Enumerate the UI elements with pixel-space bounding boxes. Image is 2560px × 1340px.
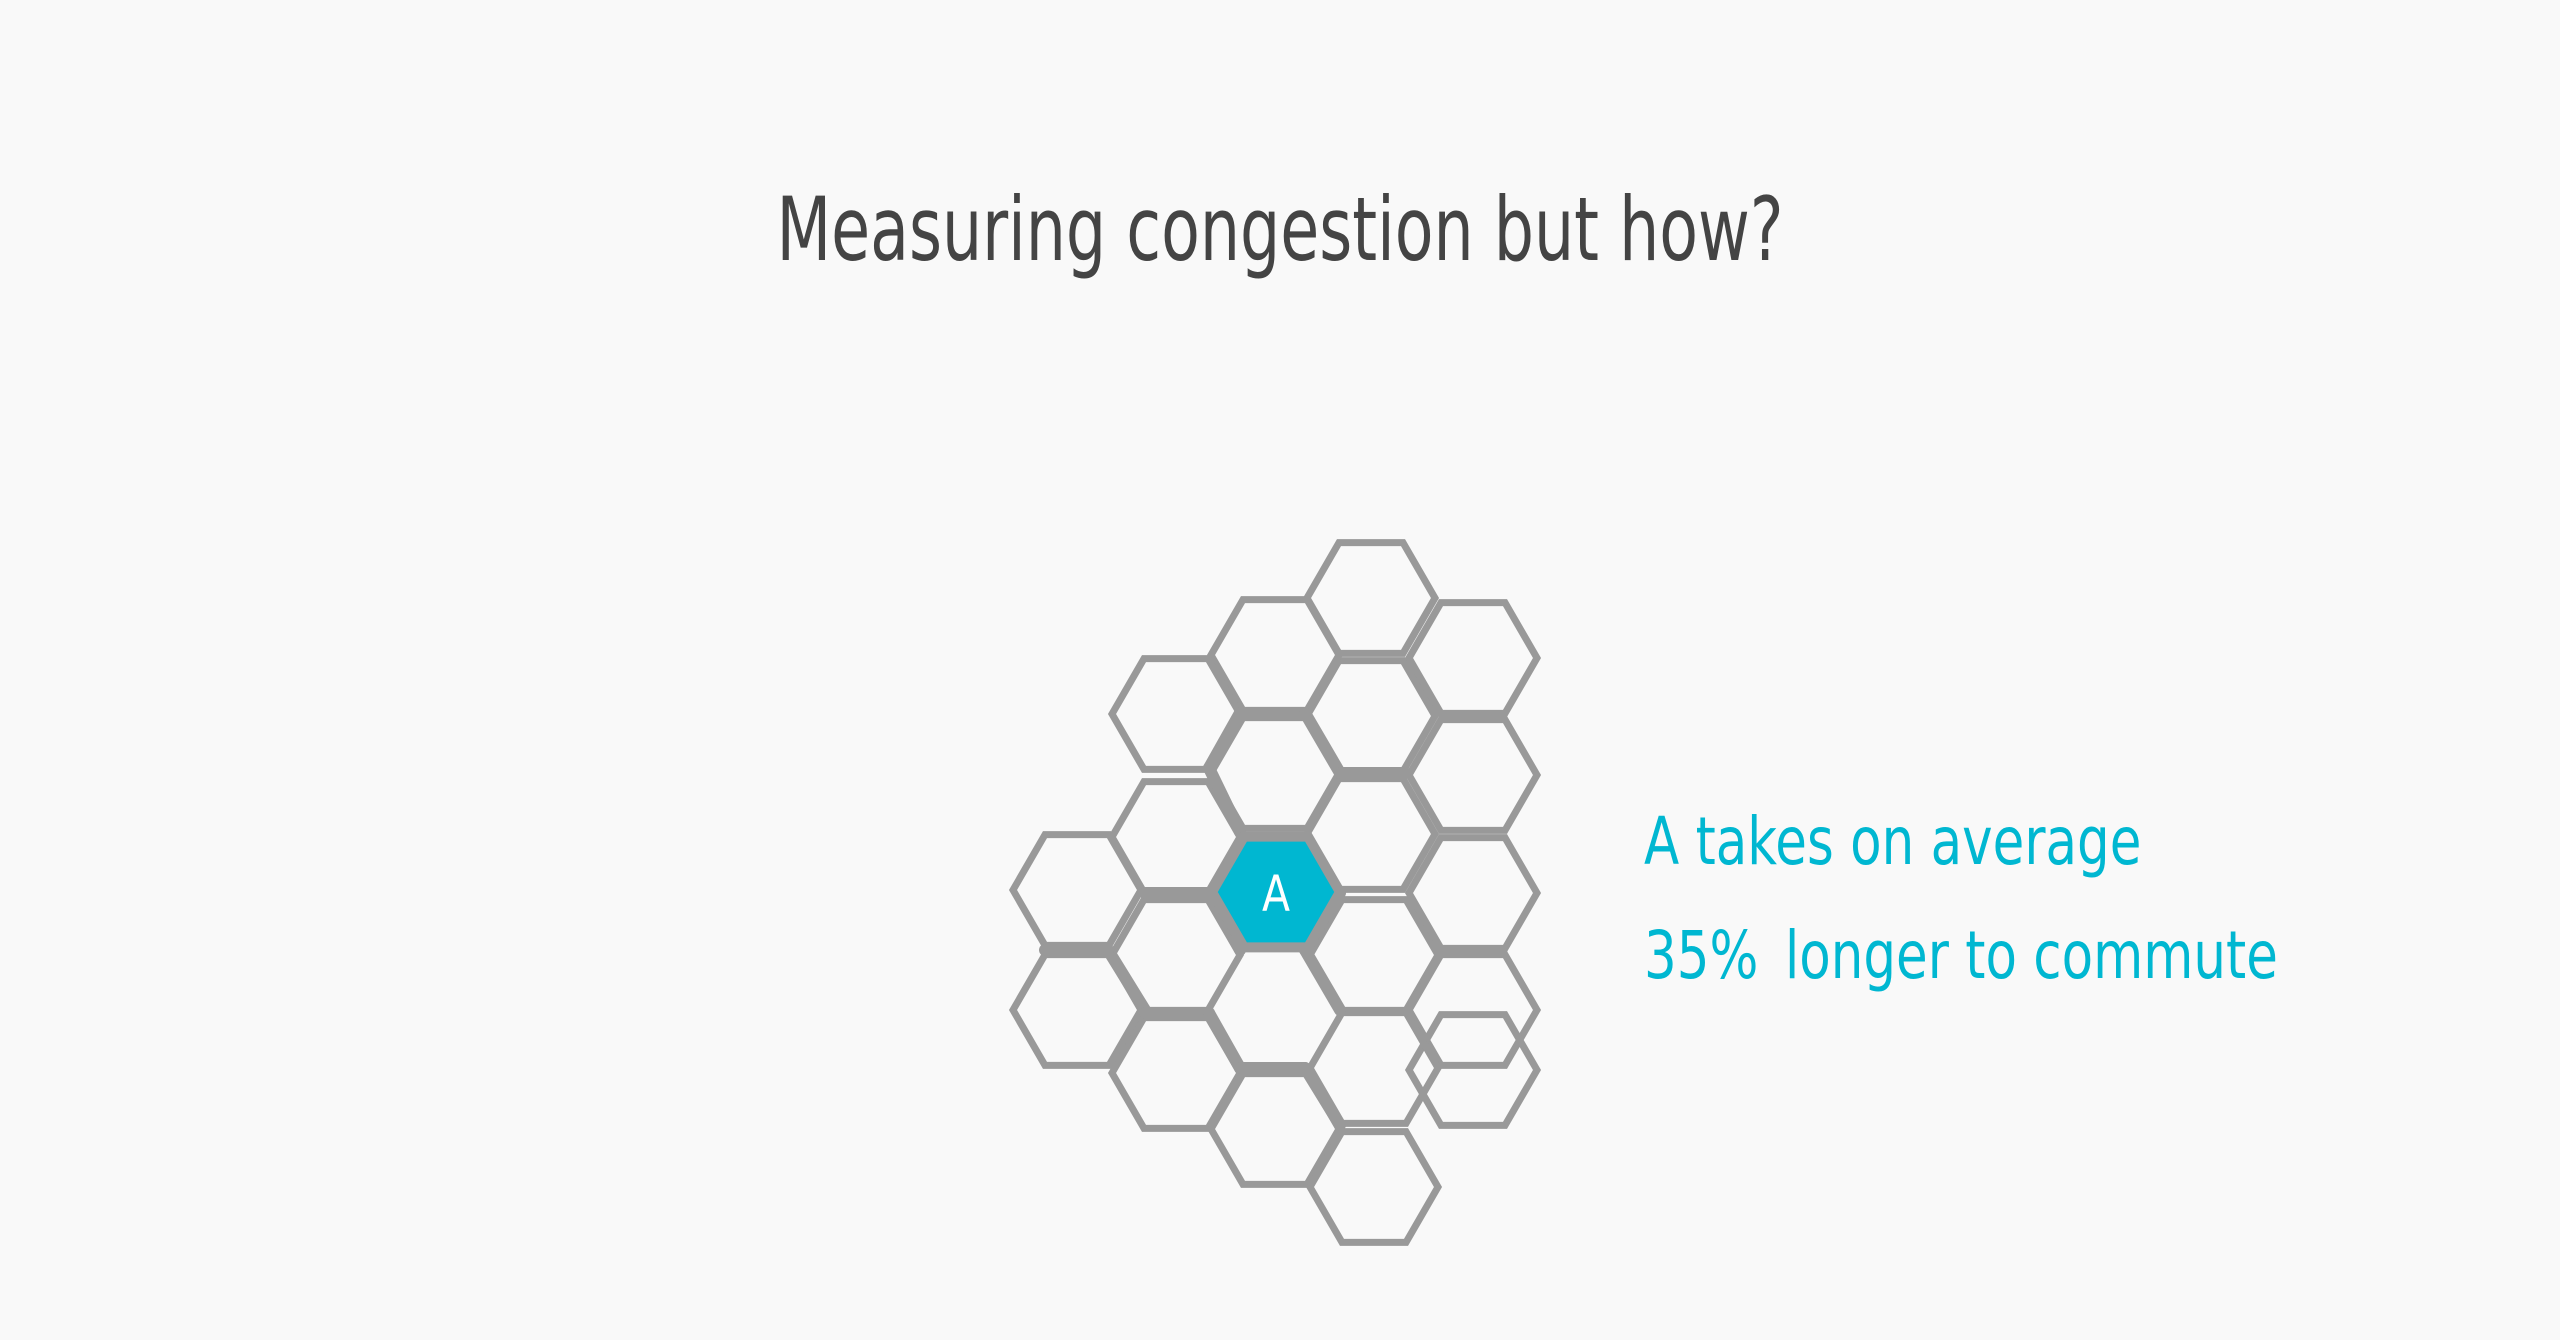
caption-line-1: A takes on average xyxy=(1644,792,2141,892)
caption-text-2: longer to commute xyxy=(1784,917,2278,994)
caption-percent: 35% xyxy=(1644,917,1759,994)
congested-edge xyxy=(1299,707,1346,779)
hex-cell xyxy=(1404,834,1542,952)
caption-text-1: A takes on average xyxy=(1644,803,2142,880)
hex-cell xyxy=(1404,951,1542,1069)
congested-edge xyxy=(1102,944,1151,1016)
congested-edge xyxy=(1203,762,1246,838)
hex-cell xyxy=(1404,1011,1542,1129)
caption-line-2: 35% longer to commute xyxy=(1644,906,2278,1006)
congested-edge xyxy=(1299,1062,1346,1131)
congested-edge xyxy=(1203,1007,1246,1074)
congested-edge xyxy=(1299,944,1346,1016)
hex-cell xyxy=(1404,599,1542,717)
congested-edge xyxy=(1203,707,1246,774)
page-title: Measuring congestion but how? xyxy=(776,178,1784,281)
cell-a-label: A xyxy=(1262,865,1290,923)
hex-cell xyxy=(1404,716,1542,834)
cell-a-hexagon xyxy=(1206,831,1346,953)
hex-cell xyxy=(1305,1128,1443,1246)
hex-cell xyxy=(1008,831,1146,949)
highlighted-cell-a: A xyxy=(1206,831,1346,953)
